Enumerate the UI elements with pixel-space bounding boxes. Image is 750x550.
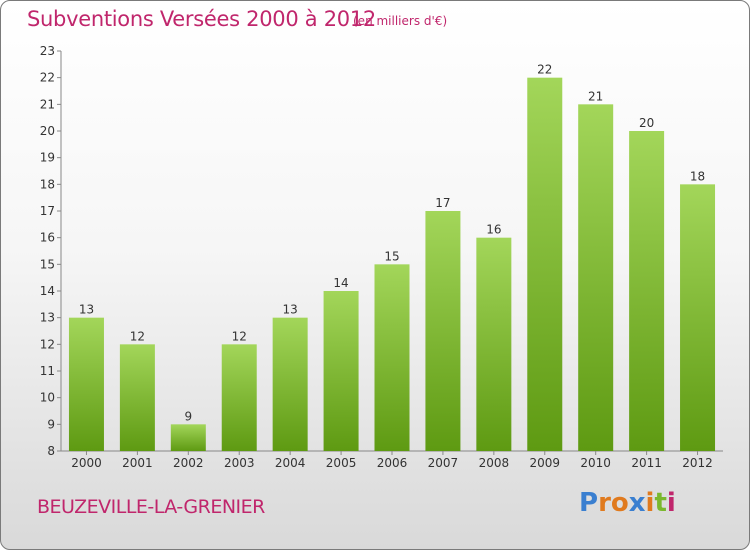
- logo-letter: o: [610, 488, 629, 518]
- chart-subtitle: (en milliers d'€): [353, 14, 448, 28]
- bar: [170, 424, 206, 451]
- y-tick-label: 10: [40, 391, 55, 405]
- x-tick-label: 2011: [631, 456, 662, 470]
- bar-value-label: 12: [130, 329, 145, 343]
- bar-value-label: 14: [333, 276, 348, 290]
- bar: [527, 77, 563, 452]
- y-tick-label: 13: [40, 311, 55, 325]
- x-tick-label: 2009: [529, 456, 560, 470]
- bar: [68, 317, 104, 451]
- y-tick-label: 22: [40, 71, 55, 85]
- x-tick-label: 2001: [122, 456, 153, 470]
- bar: [680, 184, 716, 452]
- bar-value-label: 13: [283, 303, 298, 317]
- x-tick-label: 2006: [377, 456, 408, 470]
- bar-value-label: 9: [184, 409, 192, 423]
- y-tick-label: 21: [40, 97, 55, 111]
- chart-title: Subventions Versées 2000 à 2012: [27, 7, 376, 31]
- x-tick-label: 2010: [580, 456, 611, 470]
- bar-value-label: 17: [435, 196, 450, 210]
- logo-letter: P: [579, 488, 599, 518]
- logo-letter: i: [645, 488, 655, 518]
- y-tick-label: 20: [40, 124, 55, 138]
- x-tick-label: 2005: [326, 456, 357, 470]
- bar: [323, 291, 359, 451]
- y-tick-label: 16: [40, 231, 55, 245]
- x-tick-label: 2008: [479, 456, 510, 470]
- x-tick-label: 2012: [682, 456, 713, 470]
- x-tick-label: 2004: [275, 456, 306, 470]
- bar: [425, 211, 461, 451]
- bar: [374, 264, 410, 451]
- bar-value-label: 15: [384, 249, 399, 263]
- bar: [119, 344, 155, 451]
- x-tick-label: 2002: [173, 456, 204, 470]
- bar-value-label: 12: [232, 329, 247, 343]
- bar-value-label: 13: [79, 303, 94, 317]
- y-tick-label: 8: [47, 444, 55, 458]
- proxiti-logo: Proxiti: [579, 488, 676, 518]
- bar: [272, 317, 308, 451]
- bar-value-label: 20: [639, 116, 654, 130]
- bar-value-label: 22: [537, 63, 552, 77]
- y-tick-label: 18: [40, 177, 55, 191]
- y-tick-label: 12: [40, 337, 55, 351]
- logo-letter: i: [666, 488, 676, 518]
- y-tick-label: 14: [40, 284, 55, 298]
- x-tick-label: 2007: [428, 456, 459, 470]
- bar-value-label: 18: [690, 169, 705, 183]
- bar-value-label: 16: [486, 223, 501, 237]
- y-tick-label: 17: [40, 204, 55, 218]
- logo-letter: t: [654, 488, 667, 518]
- y-tick-label: 11: [40, 364, 55, 378]
- commune-name: BEUZEVILLE-LA-GRENIER: [37, 496, 265, 518]
- bar: [476, 237, 512, 451]
- bar-value-label: 21: [588, 89, 603, 103]
- bar: [578, 104, 614, 451]
- y-tick-label: 9: [47, 417, 55, 431]
- bar: [221, 344, 257, 451]
- y-tick-label: 23: [40, 44, 55, 58]
- logo-letter: x: [628, 488, 646, 518]
- y-tick-label: 19: [40, 151, 55, 165]
- y-tick-label: 15: [40, 257, 55, 271]
- logo-letter: r: [598, 488, 611, 518]
- x-tick-label: 2000: [71, 456, 102, 470]
- bar: [629, 131, 665, 451]
- x-tick-label: 2003: [224, 456, 255, 470]
